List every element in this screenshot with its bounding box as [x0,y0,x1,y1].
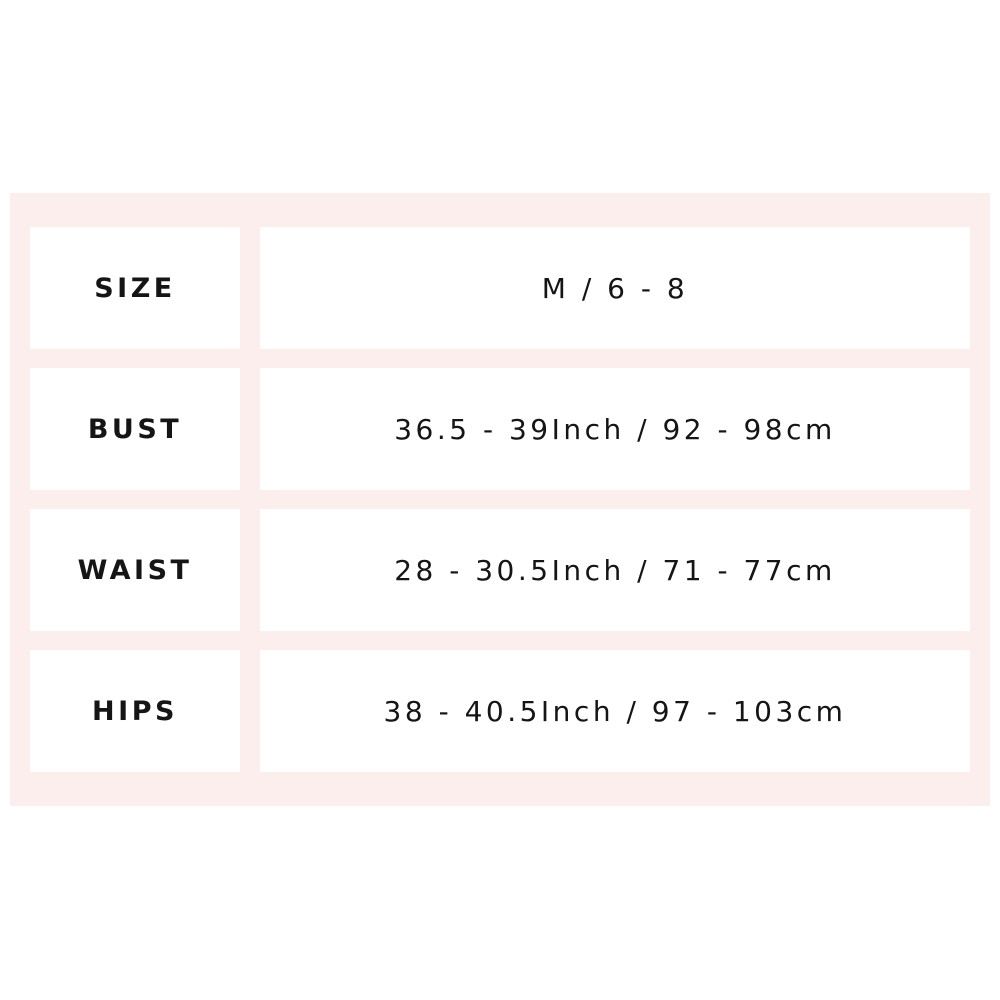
row-value-waist: 28 - 30.5Inch / 71 - 77cm [260,509,970,631]
row-label-hips: HIPS [30,650,240,772]
row-value-bust: 36.5 - 39Inch / 92 - 98cm [260,368,970,490]
row-value-hips: 38 - 40.5Inch / 97 - 103cm [260,650,970,772]
size-chart-table: SIZE M / 6 - 8 BUST 36.5 - 39Inch / 92 -… [10,193,990,806]
row-label-bust: BUST [30,368,240,490]
row-label-waist: WAIST [30,509,240,631]
row-label-size: SIZE [30,227,240,349]
row-value-size: M / 6 - 8 [260,227,970,349]
